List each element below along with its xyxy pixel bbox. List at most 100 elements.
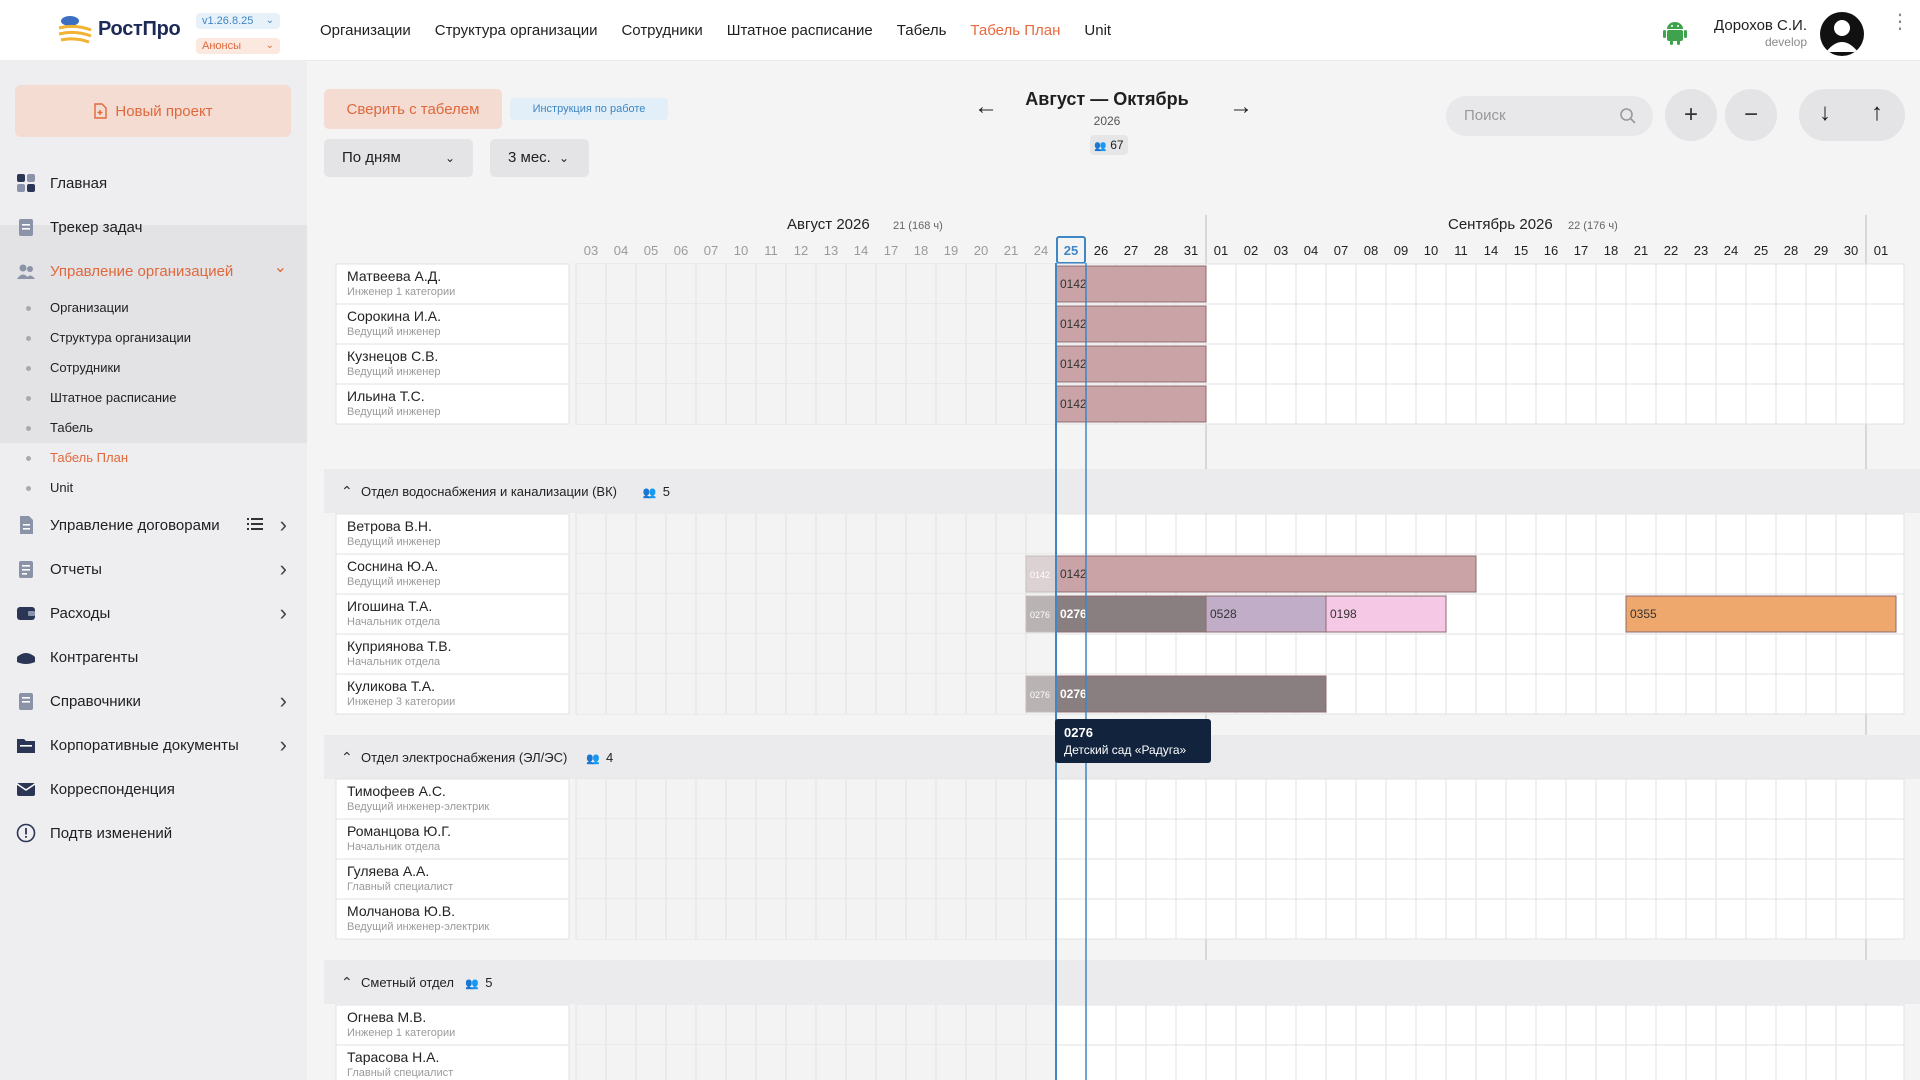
- chevron-right-icon[interactable]: ›: [279, 556, 287, 581]
- project-bar[interactable]: [1055, 385, 1207, 423]
- collapse-chevron-icon[interactable]: ⌃: [341, 974, 353, 990]
- submenu-item[interactable]: Организации: [26, 300, 129, 315]
- employee-name: Сорокина И.А.: [347, 308, 441, 324]
- project-bar[interactable]: [1025, 675, 1057, 713]
- period-title: Август — Октябрь: [1025, 89, 1189, 109]
- sidebar-item[interactable]: Расходы ›: [0, 593, 307, 633]
- table-row[interactable]: [335, 383, 570, 425]
- rostpro-logo-icon[interactable]: [57, 12, 93, 48]
- submenu-item[interactable]: Структура организации: [25, 330, 192, 345]
- day-label: 02: [1244, 243, 1258, 258]
- sidebar-item[interactable]: Контрагенты: [0, 637, 307, 677]
- prev-period-arrow-icon[interactable]: ←: [974, 93, 998, 120]
- employee-role: Ведущий инженер: [347, 406, 441, 418]
- project-bar-code: 0276: [1030, 610, 1050, 620]
- topnav-item[interactable]: Структура организации: [434, 22, 598, 39]
- collapse-chevron-icon[interactable]: ⌃: [341, 749, 353, 765]
- table-row[interactable]: [335, 593, 570, 635]
- sidebar-item[interactable]: Управление организацией ⌄: [0, 251, 307, 291]
- version-dropdown[interactable]: v1.26.8.25 ⌄: [196, 13, 280, 29]
- topnav-item[interactable]: Организации: [320, 22, 411, 39]
- project-bar[interactable]: [1205, 595, 1327, 633]
- topnav-item[interactable]: Табель План: [970, 22, 1061, 39]
- chevron-right-icon[interactable]: ›: [279, 732, 287, 757]
- chevron-right-icon[interactable]: ›: [279, 512, 287, 537]
- minus-icon: −: [1743, 101, 1758, 128]
- day-label: 14: [854, 243, 868, 258]
- project-bar[interactable]: [1325, 595, 1447, 633]
- project-bar[interactable]: [1055, 555, 1477, 593]
- sidebar-item-label: Управление организацией: [50, 262, 234, 280]
- people-icon: 👥: [465, 978, 479, 990]
- table-row[interactable]: [335, 898, 570, 940]
- list-icon: [247, 517, 263, 535]
- table-row[interactable]: [335, 303, 570, 345]
- employee-role: Начальник отдела: [347, 841, 441, 853]
- submenu-item[interactable]: Табель: [25, 420, 94, 435]
- topnav-item[interactable]: Сотрудники: [621, 22, 703, 39]
- project-bar[interactable]: [1025, 555, 1057, 593]
- submenu-item[interactable]: Сотрудники: [25, 360, 121, 375]
- document-plus-icon: [94, 103, 108, 119]
- view-mode-value: По дням: [342, 149, 401, 166]
- collapse-chevron-icon[interactable]: ⌃: [341, 483, 353, 499]
- table-row[interactable]: [335, 673, 570, 715]
- table-row[interactable]: [335, 818, 570, 860]
- table-row[interactable]: [335, 1044, 570, 1080]
- project-bar[interactable]: [1055, 675, 1327, 713]
- group-header[interactable]: [324, 469, 1920, 513]
- chevron-right-icon[interactable]: ›: [279, 688, 287, 713]
- day-label: 30: [1844, 243, 1858, 258]
- announces-dropdown[interactable]: Анонсы ⌄: [196, 38, 280, 54]
- android-icon[interactable]: [1662, 20, 1688, 46]
- next-period-arrow-icon[interactable]: →: [1229, 93, 1253, 120]
- chevron-down-icon: ⌄: [265, 40, 274, 51]
- chevron-down-icon: ⌄: [265, 15, 274, 26]
- zoom-out-button[interactable]: −: [1725, 89, 1777, 141]
- user-role: develop: [1764, 35, 1807, 49]
- project-bar[interactable]: [1055, 595, 1207, 633]
- sidebar-item[interactable]: Корреспонденция: [0, 769, 307, 809]
- table-row[interactable]: [335, 858, 570, 900]
- sidebar-item[interactable]: Подтв изменений: [0, 813, 307, 853]
- submenu-item[interactable]: Unit: [25, 480, 74, 495]
- instructions-link[interactable]: Инструкция по работе: [510, 98, 668, 120]
- group-header[interactable]: [324, 960, 1920, 1004]
- book-icon: [16, 691, 36, 711]
- topnav-item[interactable]: Табель: [896, 22, 947, 39]
- folder-icon: [16, 735, 36, 755]
- table-row[interactable]: [335, 778, 570, 820]
- sidebar-item[interactable]: Управление договорами ›: [0, 505, 307, 545]
- sidebar-item[interactable]: Трекер задач: [0, 207, 307, 247]
- project-bar[interactable]: [1055, 265, 1207, 303]
- user-avatar[interactable]: [1820, 12, 1864, 56]
- search-input[interactable]: Поиск: [1446, 96, 1653, 136]
- sidebar-item[interactable]: Главная: [0, 163, 307, 203]
- reconcile-button[interactable]: Сверить с табелем: [324, 89, 502, 129]
- submenu-item[interactable]: Табель План: [26, 450, 128, 465]
- more-menu-icon[interactable]: ⋮: [1890, 11, 1910, 33]
- project-bar[interactable]: [1625, 595, 1897, 633]
- sidebar-item[interactable]: Отчеты ›: [0, 549, 307, 589]
- table-row[interactable]: [335, 513, 570, 555]
- table-row[interactable]: [335, 263, 570, 305]
- topnav-item[interactable]: Штатное расписание: [726, 22, 873, 39]
- table-row[interactable]: [335, 553, 570, 595]
- table-row[interactable]: [335, 633, 570, 675]
- table-row[interactable]: [335, 343, 570, 385]
- chevron-down-icon[interactable]: ⌄: [273, 259, 287, 276]
- chevron-right-icon[interactable]: ›: [279, 600, 287, 625]
- table-row[interactable]: [335, 1004, 570, 1046]
- sidebar-item[interactable]: Корпоративные документы ›: [0, 725, 307, 765]
- arrow-down-icon[interactable]: ↓: [1819, 99, 1831, 126]
- arrow-up-icon[interactable]: ↑: [1871, 99, 1883, 126]
- sidebar-item[interactable]: Справочники ›: [0, 681, 307, 721]
- new-project-button[interactable]: Новый проект: [15, 85, 291, 137]
- view-mode-select[interactable]: По дням ⌄: [324, 139, 473, 177]
- sidebar-item-label: Подтв изменений: [50, 824, 173, 842]
- zoom-in-button[interactable]: +: [1665, 89, 1717, 141]
- topnav-item[interactable]: Unit: [1084, 22, 1112, 39]
- range-select[interactable]: 3 мес. ⌄: [490, 139, 589, 177]
- project-bar[interactable]: [1055, 305, 1207, 343]
- submenu-item[interactable]: Штатное расписание: [26, 390, 177, 405]
